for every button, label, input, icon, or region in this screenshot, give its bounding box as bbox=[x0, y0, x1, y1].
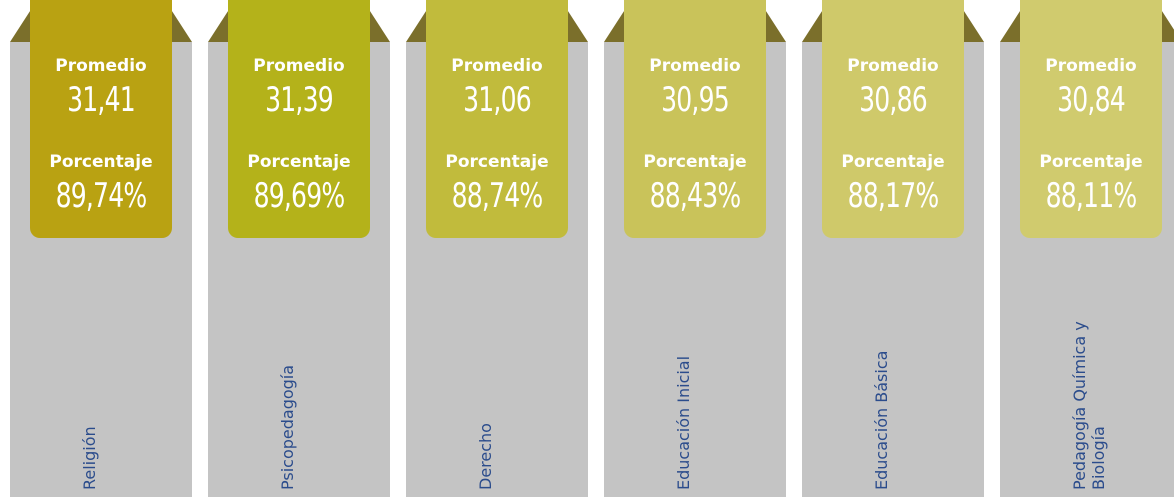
card: Promedio 31,41 Porcentaje 89,74% Religión bbox=[10, 0, 192, 497]
porcentaje-label: Porcentaje bbox=[445, 152, 549, 172]
career-name: Educación Básica bbox=[872, 350, 891, 490]
ribbon: Promedio 30,95 Porcentaje 88,43% bbox=[624, 0, 766, 238]
porcentaje-label: Porcentaje bbox=[643, 152, 747, 172]
promedio-value: 31,41 bbox=[67, 80, 136, 120]
promedio-label: Promedio bbox=[847, 56, 939, 76]
ribbon: Promedio 31,41 Porcentaje 89,74% bbox=[30, 0, 172, 238]
promedio-value: 30,95 bbox=[661, 80, 730, 120]
ribbon: Promedio 30,84 Porcentaje 88,11% bbox=[1020, 0, 1162, 238]
card: Promedio 30,95 Porcentaje 88,43% Educación I… bbox=[604, 0, 786, 497]
promedio-label: Promedio bbox=[649, 56, 741, 76]
promedio-value: 30,86 bbox=[859, 80, 928, 120]
career-name: Pedagogía Química y Biología bbox=[1070, 321, 1108, 490]
porcentaje-label: Porcentaje bbox=[1039, 152, 1143, 172]
porcentaje-value: 88,17% bbox=[847, 176, 940, 216]
card: Promedio 30,84 Porcentaje 88,11% Pedagogía Q… bbox=[1000, 0, 1174, 497]
porcentaje-value: 89,69% bbox=[253, 176, 346, 216]
promedio-value: 31,39 bbox=[265, 80, 334, 120]
career-name: Educación Inicial bbox=[674, 355, 693, 490]
card: Promedio 30,86 Porcentaje 88,17% Educación B… bbox=[802, 0, 984, 497]
porcentaje-value: 88,11% bbox=[1045, 176, 1138, 216]
promedio-label: Promedio bbox=[1045, 56, 1137, 76]
ribbon: Promedio 31,06 Porcentaje 88,74% bbox=[426, 0, 568, 238]
porcentaje-label: Porcentaje bbox=[49, 152, 153, 172]
promedio-label: Promedio bbox=[451, 56, 543, 76]
career-name: Psicopedagogía bbox=[278, 364, 297, 490]
porcentaje-value: 89,74% bbox=[55, 176, 148, 216]
porcentaje-value: 88,74% bbox=[451, 176, 544, 216]
promedio-value: 30,84 bbox=[1057, 80, 1126, 120]
porcentaje-label: Porcentaje bbox=[841, 152, 945, 172]
card: Promedio 31,39 Porcentaje 89,69% Psicopedago… bbox=[208, 0, 390, 497]
porcentaje-label: Porcentaje bbox=[247, 152, 351, 172]
promedio-label: Promedio bbox=[253, 56, 345, 76]
ribbon: Promedio 30,86 Porcentaje 88,17% bbox=[822, 0, 964, 238]
porcentaje-value: 88,43% bbox=[649, 176, 742, 216]
career-name: Derecho bbox=[476, 423, 495, 490]
career-name: Religión bbox=[80, 426, 99, 490]
promedio-value: 31,06 bbox=[463, 80, 532, 120]
card: Promedio 31,06 Porcentaje 88,74% Derecho bbox=[406, 0, 588, 497]
promedio-label: Promedio bbox=[55, 56, 147, 76]
ribbon: Promedio 31,39 Porcentaje 89,69% bbox=[228, 0, 370, 238]
